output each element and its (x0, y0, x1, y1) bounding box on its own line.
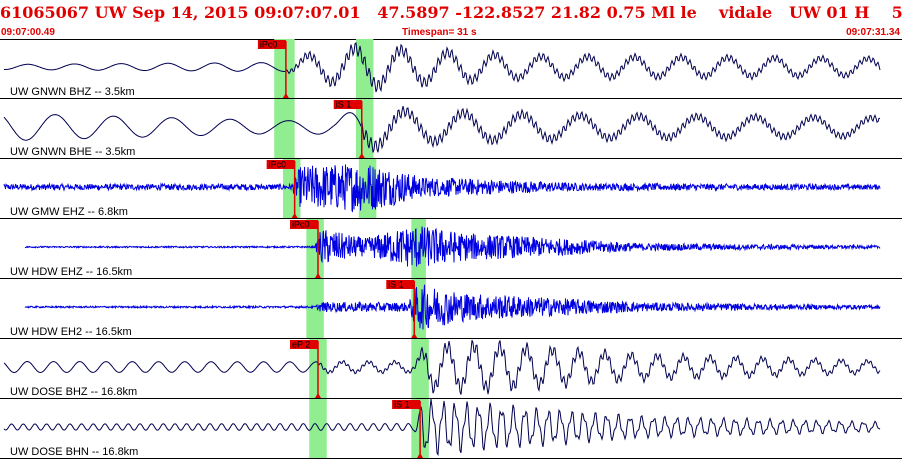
timespan-label: Timespan= 31 s (402, 27, 477, 38)
pick-label: eP 2 (292, 340, 310, 350)
pick-label: iPc0 (260, 40, 278, 50)
pick-arrow (314, 393, 321, 398)
waveform-trace (3, 164, 881, 213)
pick-window (306, 279, 324, 339)
pick-flag[interactable] (333, 100, 362, 109)
channel-panel[interactable]: iPc0 UW GMW EHZ -- 6.8km (0, 159, 902, 219)
waveform-trace (4, 42, 881, 93)
waveform-trace (3, 340, 881, 395)
event-title: 61065067 UW Sep 14, 2015 09:07:07.01 47.… (0, 3, 902, 22)
start-time: 09:07:00.49 (1, 27, 55, 38)
pick-label: iPc0 (292, 220, 310, 230)
pick-flag[interactable] (266, 160, 295, 169)
channel-panel[interactable]: iPc0 UW HDW EHZ -- 16.5km (0, 219, 902, 279)
pick-label: iS 1 (336, 100, 352, 110)
pick-label: iS 1 (394, 400, 410, 410)
pick-window (306, 219, 324, 279)
pick-arrow (411, 333, 418, 338)
channel-label: UW GNWN BHE -- 3.5km (10, 146, 135, 158)
channel-label: UW GNWN BHZ -- 3.5km (10, 86, 135, 98)
channel-panel[interactable]: eP 2 UW DOSE BHZ -- 16.8km (0, 339, 902, 399)
channel-label: UW GMW EHZ -- 6.8km (10, 206, 128, 218)
waveform-trace (24, 226, 881, 267)
pick-flag[interactable] (386, 280, 415, 289)
pick-window (411, 339, 429, 399)
pick-arrow (358, 153, 365, 158)
pick-arrow (417, 453, 424, 458)
pick-flag[interactable] (289, 340, 318, 349)
channel-panel[interactable]: iS 1 UW DOSE BHN -- 16.8km (0, 399, 902, 459)
seismogram-plot[interactable]: iPc0 UW GNWN BHZ -- 3.5km iS 1 UW GNWN BHE … (0, 39, 902, 460)
channel-label: UW DOSE BHN -- 16.8km (10, 446, 138, 458)
channel-panel[interactable]: iS 1 UW GNWN BHE -- 3.5km (0, 99, 902, 159)
pick-flag[interactable] (289, 220, 318, 229)
pick-label: iS 1 (388, 280, 404, 290)
pick-arrow (282, 93, 289, 98)
channel-label: UW HDW EH2 -- 16.5km (10, 326, 132, 338)
channel-panel[interactable]: iS 1 UW HDW EH2 -- 16.5km (0, 279, 902, 339)
pick-flag[interactable] (392, 400, 421, 409)
pick-arrow (314, 273, 321, 278)
waveform-trace (24, 284, 881, 330)
pick-flag[interactable] (257, 40, 286, 49)
pick-label: iPc0 (269, 160, 287, 170)
channel-label: UW HDW EHZ -- 16.5km (10, 266, 132, 278)
pick-window (274, 39, 295, 99)
pick-arrow (291, 213, 298, 218)
time-axis-bar: 09:07:00.49 Timespan= 31 s 09:07:31.34 (0, 26, 902, 39)
pick-window (355, 39, 374, 99)
waveform-trace (3, 399, 881, 457)
pick-window (274, 99, 295, 159)
waveform-trace (3, 105, 881, 153)
pick-window (355, 99, 374, 159)
end-time: 09:07:31.34 (846, 27, 900, 38)
pick-window (282, 159, 301, 219)
channel-label: UW DOSE BHZ -- 16.8km (10, 386, 137, 398)
pick-window (309, 399, 327, 459)
channel-panel[interactable]: iPc0 UW GNWN BHZ -- 3.5km (0, 39, 902, 99)
